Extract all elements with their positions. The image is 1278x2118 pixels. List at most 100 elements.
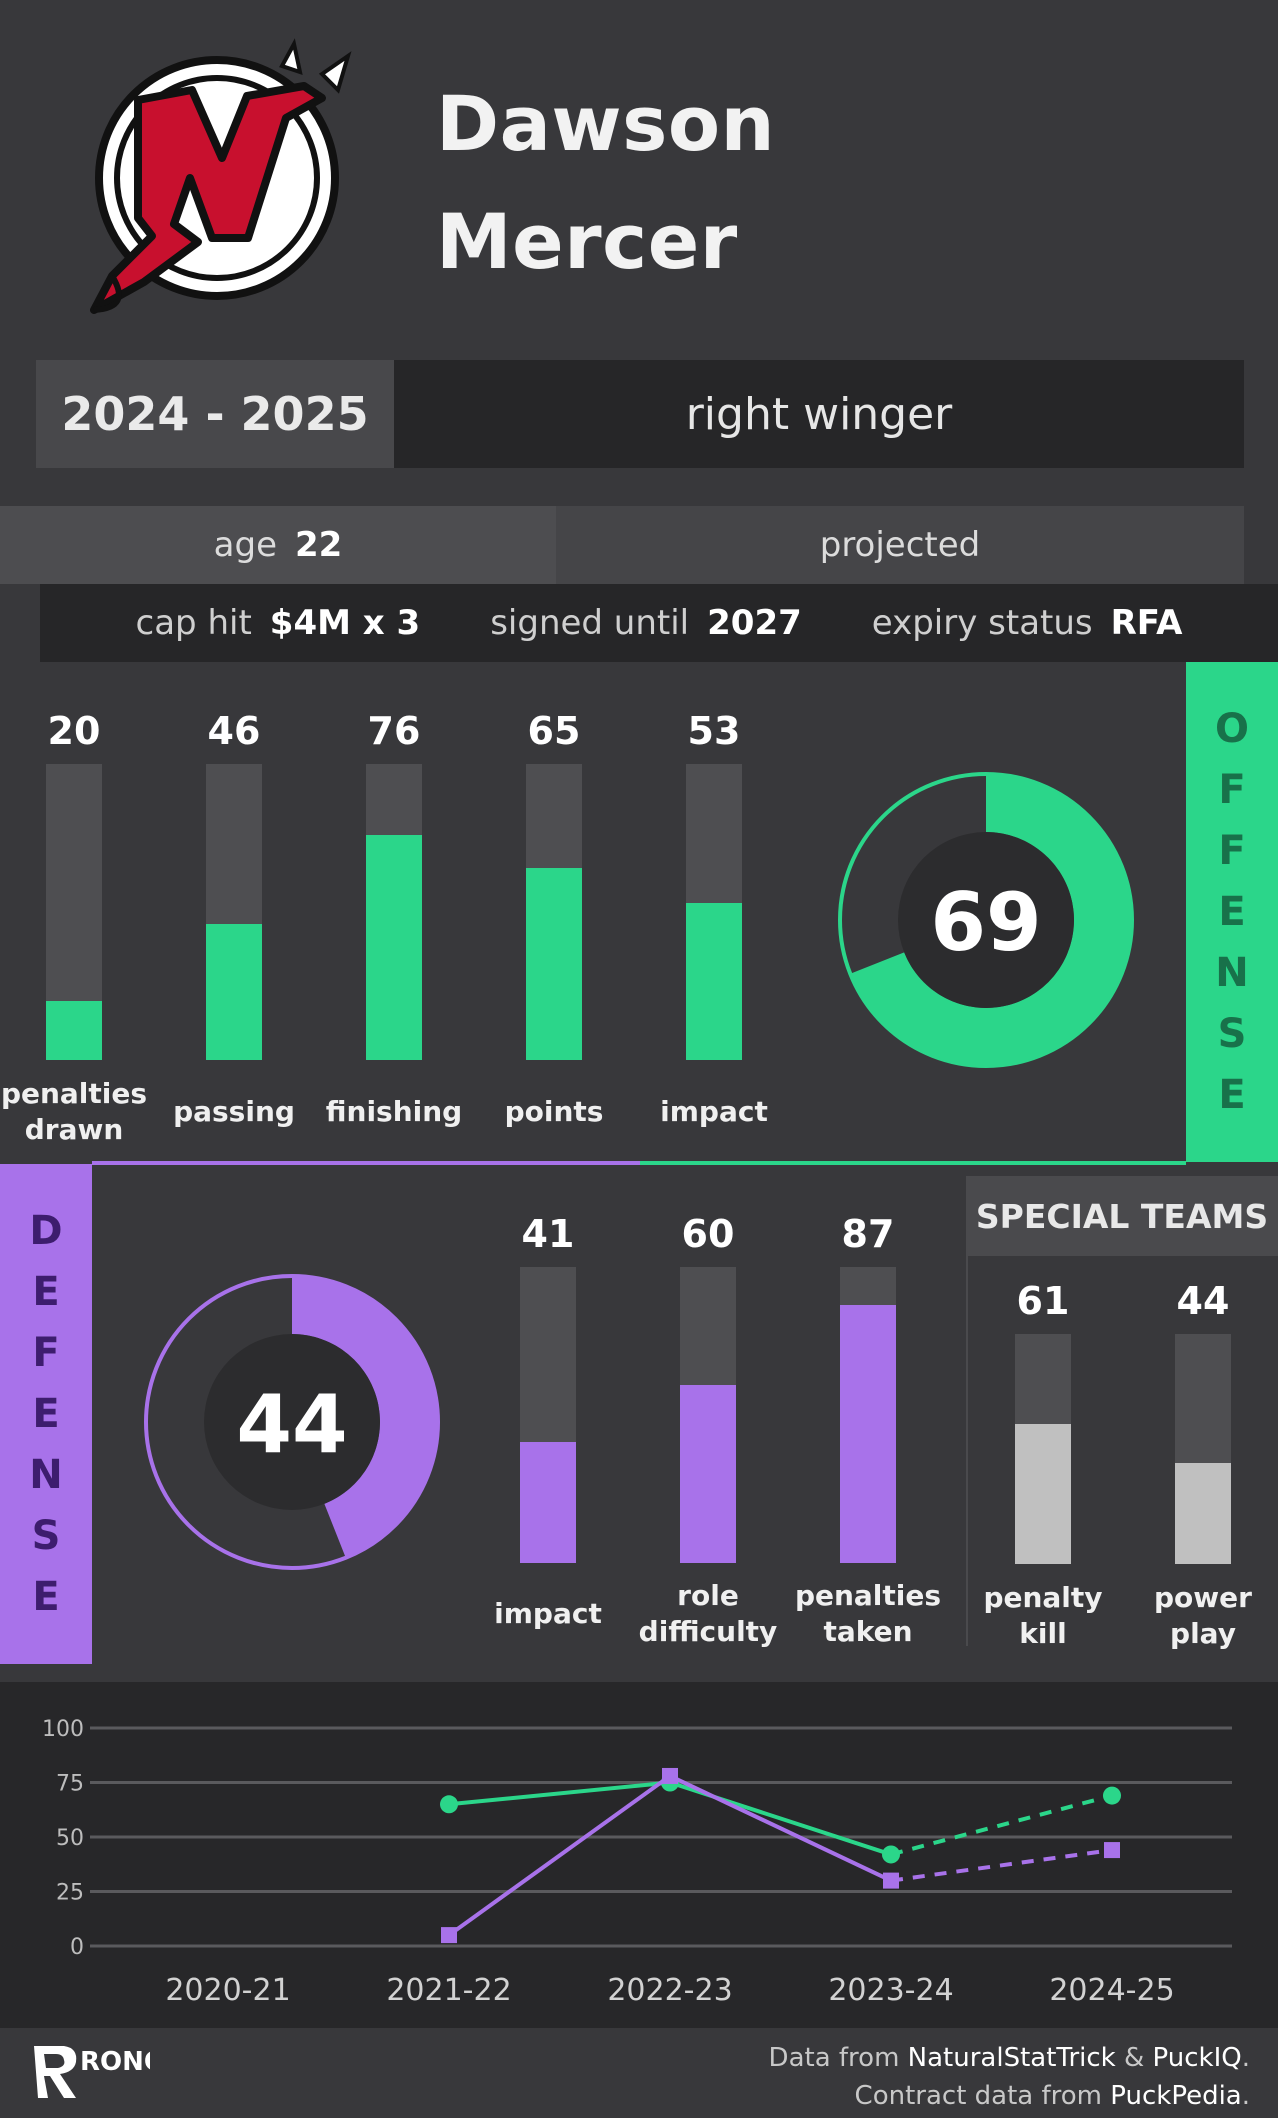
trend-x-tick: 2023-24 [828,1973,953,2008]
offense-bar-label: penalties drawn [0,1077,148,1146]
offense-trend-point [1103,1786,1121,1805]
defense-bar [680,1385,736,1563]
trend-chart-background [0,1682,1278,2028]
contract-credit-prefix: Contract data from [854,2081,1111,2111]
offense-bar [206,923,262,1060]
special-teams-divider [966,1176,968,1646]
offense-tab-letter: F [1218,827,1246,874]
trend-x-tick: 2021-22 [386,1973,511,2008]
defense-trend-segment [669,1774,892,1883]
defense-trend-segment [890,1848,1113,1883]
player-last-name: Mercer [436,197,738,286]
offense-donut-chart: 69 [838,772,1134,1068]
offense-tab-letter: F [1218,766,1246,813]
defense-trend-point [662,1767,678,1784]
offense-trend-point [882,1845,900,1864]
contract-row: cap hit $4M x 3 signed until 2027 expiry… [40,584,1278,662]
offense-donut-center [898,832,1074,1008]
credit-amp: & [1115,2043,1153,2073]
offense-tab-letter: E [1218,888,1246,935]
status-label: projected [556,506,1244,584]
defense-bar-track [840,1267,896,1563]
puckpedia-link[interactable]: PuckPedia [1110,2081,1242,2111]
offense-trend-point [440,1795,458,1814]
offense-trend-segment [448,1780,671,1807]
defense-bar-value: 87 [841,1212,895,1256]
defense-donut-slice [292,1276,438,1558]
player-first-name: Dawson [436,79,776,168]
defense-trend-point [441,1927,457,1944]
defense-bar-label: role difficulty [638,1579,778,1648]
offense-bar-label: points [504,1095,604,1128]
defense-trend-point [883,1872,899,1889]
trend-y-tick: 50 [56,1826,84,1851]
offense-bar-value: 20 [47,709,101,753]
expiry-status-label: expiry status [871,603,1093,643]
defense-tab-letter: E [32,1390,60,1437]
special-teams-bar [1015,1423,1071,1564]
naturalstattrick-link[interactable]: NaturalStatTrick [907,2043,1116,2073]
offense-tab-letter: E [1218,1071,1246,1118]
trend-y-tick: 25 [56,1881,84,1906]
trend-x-tick: 2020-21 [165,1973,290,2008]
cap-hit-value: $4M x 3 [269,603,421,643]
offense-bar-label: passing [173,1095,295,1128]
special-teams-bar-label: penalty kill [983,1581,1103,1650]
trend-x-tick: 2024-25 [1049,1973,1174,2008]
data-credit: Data from NaturalStatTrick & PuckIQ. [769,2043,1250,2073]
trend-y-tick: 0 [70,1935,84,1960]
offense-bar-track [206,764,262,1060]
age-value: 22 [295,525,343,565]
signed-until-field: signed until 2027 [490,603,802,643]
special-teams-bar-value: 44 [1176,1279,1230,1323]
offense-bar-label: impact [660,1095,768,1128]
season-label: 2024 - 2025 [36,360,394,468]
offense-bar [366,835,422,1060]
defense-bar-value: 41 [521,1212,575,1256]
offense-bar-track [526,764,582,1060]
contract-credit-end: . [1241,2081,1250,2111]
special-teams-title: SPECIAL TEAMS [966,1176,1278,1256]
offense-bar [526,867,582,1060]
offense-trend-segment [890,1793,1113,1857]
credit-end: . [1241,2043,1250,2073]
cap-hit-field: cap hit $4M x 3 [136,603,421,643]
trend-x-tick: 2022-23 [607,1973,732,2008]
position-label: right winger [394,360,1244,468]
offense-bar-track [366,764,422,1060]
offense-bar [46,1000,102,1060]
devils-logo-icon [90,38,352,314]
trend-y-tick: 100 [42,1717,84,1742]
contract-credit: Contract data from PuckPedia. [855,2081,1250,2111]
brand-text: RONO [80,2047,150,2077]
offense-bar-track [46,764,102,1060]
defense-bar-label: impact [494,1597,602,1630]
signed-until-label: signed until [490,603,690,643]
defense-donut-value: 44 [236,1378,347,1471]
trend-y-tick: 75 [56,1772,84,1797]
age-label: age [213,525,277,565]
offense-bar-value: 53 [687,709,741,753]
defense-bar-label: penalties taken [794,1579,942,1648]
offense-donut-slice [850,774,1132,1066]
defense-bar-track [680,1267,736,1563]
defense-bar [840,1305,896,1563]
puckiq-link[interactable]: PuckIQ [1152,2043,1242,2073]
special-teams-bar-track [1175,1334,1231,1564]
defense-donut-chart: 44 [144,1274,440,1570]
defense-tab-letter: F [32,1329,60,1376]
special-teams-bar-track [1015,1334,1071,1564]
defense-bar-track [520,1267,576,1563]
offense-bar-track [686,764,742,1060]
defense-tab-letter: S [31,1512,61,1559]
section-divider-defense [92,1161,640,1165]
defense-bar-value: 60 [681,1212,735,1256]
defense-donut-center [204,1334,380,1510]
trend-line-chart: 0 25 50 75 100 2020-21 2021-22 2022-23 2023-24 20… [42,1717,1232,2008]
expiry-status-field: expiry status RFA [872,603,1183,643]
offense-bar-value: 46 [207,709,261,753]
age-field: age 22 [0,506,556,584]
special-teams-bar-label: power play [1154,1581,1252,1650]
defense-trend-point [1104,1842,1120,1859]
